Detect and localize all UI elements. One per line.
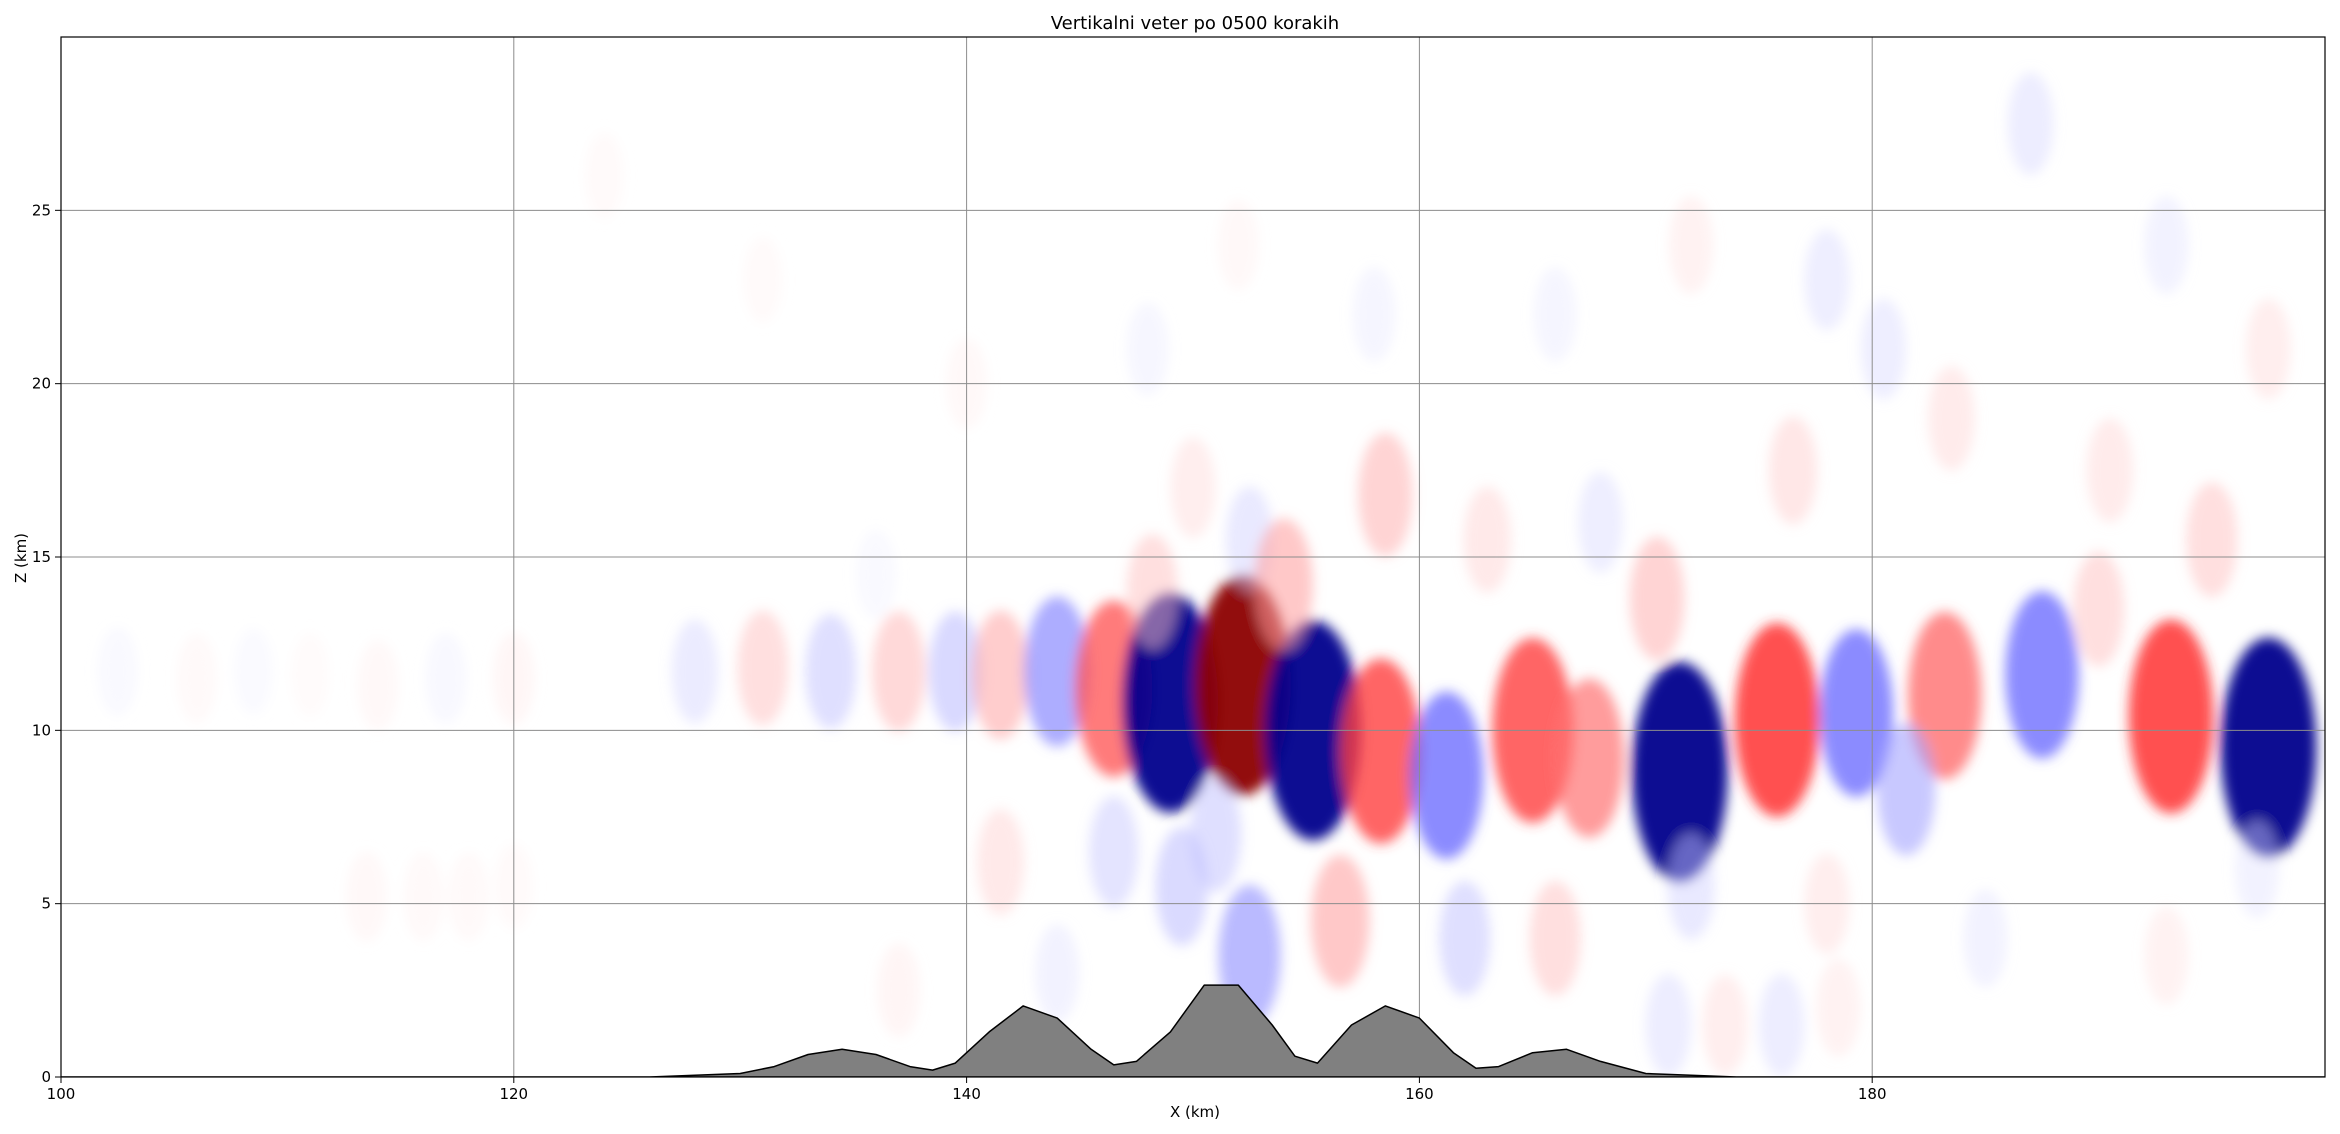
x-tick-label-4: 180 (1858, 1085, 1887, 1103)
field-cell-7 (671, 619, 719, 724)
field-cell-57 (976, 808, 1025, 916)
field-cell-21 (1554, 678, 1625, 838)
x-axis-label: X (km) (1170, 1103, 1220, 1121)
field-cell-43 (2073, 551, 2125, 667)
field-cell-42 (2186, 482, 2238, 598)
field-cell-74 (1035, 924, 1079, 1022)
x-tick-label-1: 120 (499, 1085, 528, 1103)
x-tick-label-0: 100 (47, 1085, 76, 1103)
y-tick-label-0: 0 (41, 1068, 51, 1086)
y-axis-ticks: 0 5 10 15 20 25 (32, 201, 61, 1086)
field-cell-40 (1928, 366, 1975, 471)
x-tick-label-2: 140 (952, 1085, 981, 1103)
grid (61, 37, 2325, 1077)
field-cell-23 (1734, 623, 1820, 817)
field-cell-24 (1819, 629, 1894, 797)
field-cell-0 (97, 627, 138, 716)
field-cell-31 (1170, 437, 1216, 539)
field-cell-58 (1089, 795, 1139, 908)
field-cell-61 (1190, 776, 1242, 892)
field-cell-1 (176, 633, 217, 723)
y-tick-label-2: 10 (32, 721, 51, 739)
field-cell-27 (1876, 723, 1936, 856)
field-cell-11 (928, 611, 982, 732)
x-axis-ticks: 100 120 140 160 180 (47, 1077, 1887, 1103)
field-cell-19 (1409, 691, 1484, 860)
field-cell-47 (1804, 229, 1850, 331)
field-cell-75 (877, 943, 920, 1038)
x-tick-label-3: 160 (1405, 1085, 1434, 1103)
field-cell-3 (290, 632, 330, 718)
terrain-profile (61, 984, 2325, 1077)
field-cell-8 (737, 610, 789, 726)
field-cell-46 (2007, 72, 2054, 176)
field-cell-28 (2128, 619, 2214, 814)
field-cell-72 (1758, 973, 1805, 1077)
field-cell-22 (1631, 661, 1728, 882)
field-cell-25 (1907, 611, 1982, 780)
y-tick-label-3: 15 (32, 548, 51, 566)
field-cell-51 (1127, 302, 1169, 396)
field-cell-52 (1218, 199, 1259, 291)
field-cell-39 (1861, 298, 1907, 400)
field-cell-55 (584, 132, 624, 220)
field-cell-65 (1667, 833, 1715, 940)
field-cell-64 (1529, 880, 1581, 996)
field-cell-33 (1254, 518, 1313, 651)
y-axis-label: Z (km) (12, 533, 30, 583)
field-cell-18 (1340, 658, 1422, 844)
field-cell-73 (1816, 958, 1860, 1057)
field-cell-2 (233, 627, 273, 715)
wind-field (97, 72, 2317, 1077)
field-cell-77 (403, 852, 444, 942)
field-cell-70 (1645, 973, 1692, 1077)
field-cell-50 (1353, 267, 1396, 362)
field-cell-13 (1024, 596, 1091, 747)
field-cell-34 (1358, 432, 1413, 557)
field-cell-68 (2144, 906, 2189, 1005)
field-cell-38 (1768, 416, 1817, 525)
field-cell-76 (346, 851, 387, 942)
field-cell-9 (805, 613, 857, 729)
field-cell-41 (2086, 418, 2134, 523)
field-cell-37 (1578, 471, 1624, 573)
field-cell-62 (1310, 854, 1370, 988)
field-cell-54 (743, 236, 783, 324)
field-cell-26 (2005, 591, 2079, 759)
field-cell-69 (2235, 820, 2279, 918)
chart-title: Vertikalni veter po 0500 korakih (1051, 13, 1339, 34)
y-tick-label-5: 25 (32, 201, 51, 219)
field-cell-56 (856, 529, 896, 619)
field-cell-45 (2144, 196, 2189, 294)
terrain (61, 984, 2325, 1077)
field-cell-67 (1963, 889, 2008, 988)
field-cell-71 (1702, 974, 1748, 1076)
field-cell-5 (425, 633, 467, 724)
field-cell-10 (872, 611, 926, 732)
y-tick-label-1: 5 (41, 895, 51, 913)
field-cell-4 (357, 640, 399, 731)
y-tick-label-4: 20 (32, 375, 51, 393)
field-cell-63 (1439, 880, 1491, 996)
field-cell-12 (972, 610, 1030, 740)
field-cell-78 (448, 852, 489, 942)
field-cell-35 (1463, 486, 1511, 593)
field-cell-29 (2220, 637, 2317, 858)
field-cell-44 (2245, 298, 2291, 400)
field-cell-48 (1669, 196, 1713, 294)
field-cell-36 (1629, 536, 1685, 661)
field-cell-30 (1126, 534, 1178, 650)
field-cell-49 (1534, 267, 1577, 362)
